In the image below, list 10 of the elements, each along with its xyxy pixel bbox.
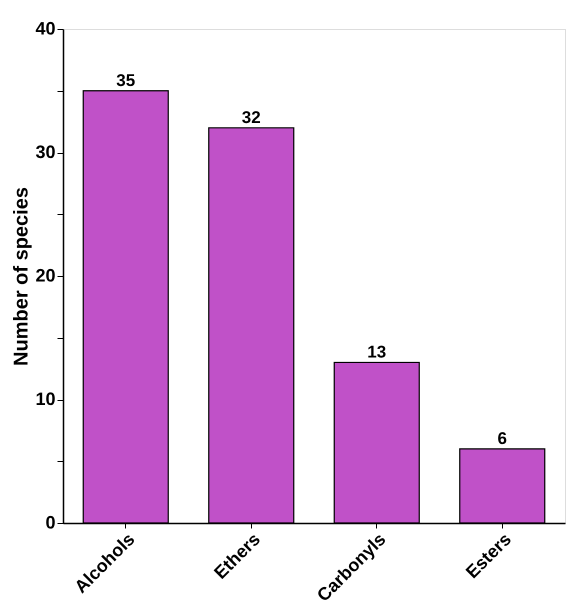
data-label: 6 xyxy=(498,428,507,448)
data-label: 32 xyxy=(242,108,261,127)
y-tick-label: 20 xyxy=(35,266,56,286)
y-tick-label: 10 xyxy=(35,389,56,409)
y-tick-label: 0 xyxy=(45,512,56,532)
data-label: 35 xyxy=(116,70,136,90)
y-tick-label: 40 xyxy=(35,18,56,38)
data-label: 13 xyxy=(367,342,386,362)
y-axis-title: Number of species xyxy=(10,187,32,366)
y-tick-label: 30 xyxy=(35,142,56,162)
